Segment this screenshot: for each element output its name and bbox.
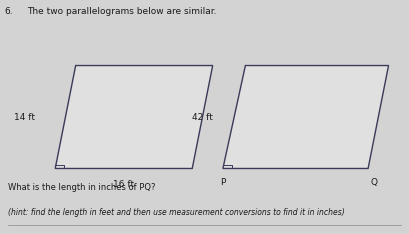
Text: (hint: find the length in feet and then use measurement conversions to find it i: (hint: find the length in feet and then …	[8, 208, 345, 217]
Text: 16 ft: 16 ft	[113, 180, 134, 189]
Text: Q: Q	[371, 178, 378, 187]
Text: 6.: 6.	[4, 7, 13, 16]
Text: What is the length in inches of PQ?: What is the length in inches of PQ?	[8, 183, 156, 191]
Polygon shape	[223, 66, 389, 168]
Polygon shape	[55, 66, 213, 168]
Text: The two parallelograms below are similar.: The two parallelograms below are similar…	[27, 7, 216, 16]
Text: 42 ft: 42 ft	[192, 113, 213, 121]
Text: P: P	[220, 178, 226, 187]
Text: 14 ft: 14 ft	[14, 113, 35, 121]
